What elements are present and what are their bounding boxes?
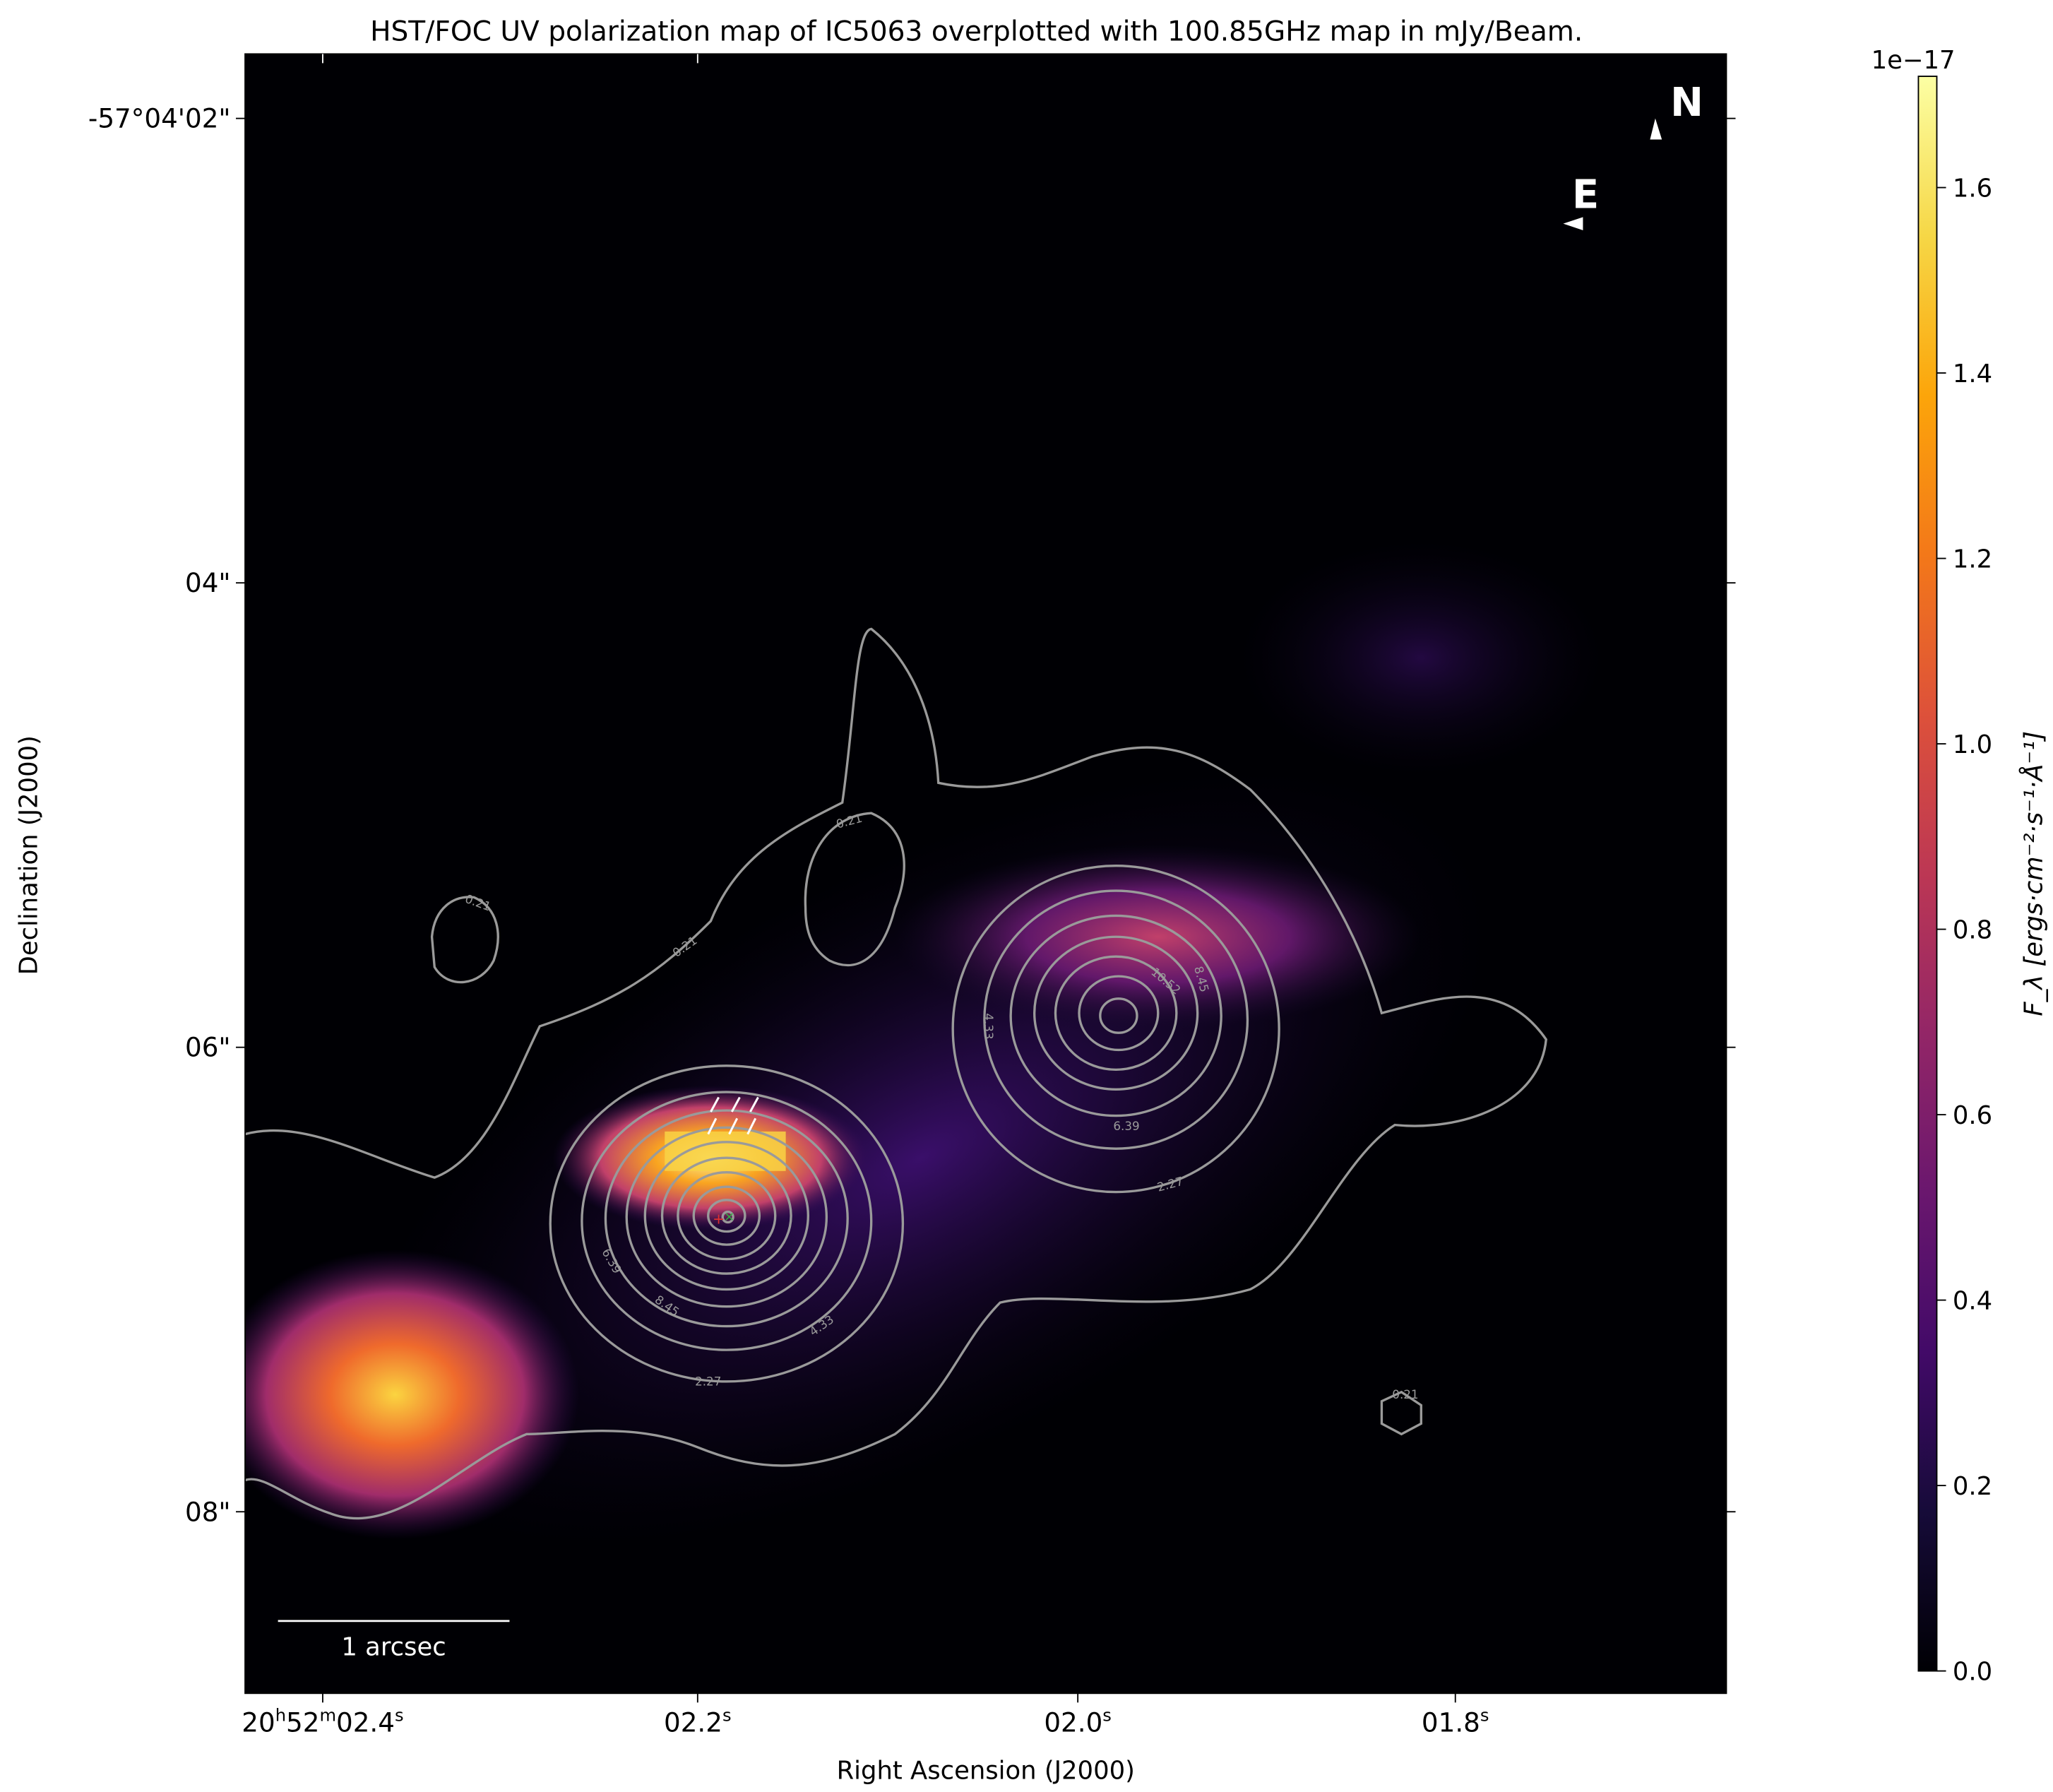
colorbar-tick-label: 0.8 bbox=[1953, 916, 1992, 945]
colorbar-tick-label: 0.4 bbox=[1953, 1287, 1992, 1316]
north-arrow-icon bbox=[1650, 118, 1662, 140]
colorbar-tick-label: 1.6 bbox=[1953, 174, 1992, 203]
colorbar-label: F_λ [ergs·cm⁻²·s⁻¹·Å⁻¹] bbox=[2018, 731, 2049, 1016]
colorbar-tick-label: 0.2 bbox=[1953, 1472, 1992, 1501]
plot-frame bbox=[244, 53, 1727, 1695]
y-tick-labels: -57°04'02" 04" 06" 08" bbox=[88, 103, 231, 1528]
colorbar-tick-label: 1.4 bbox=[1953, 360, 1992, 388]
polarization-vectors bbox=[707, 1096, 759, 1135]
colorbar: 1e−17 0.0 0.2 0.4 0.6 0.8 1.0 1.2 1.4 1.6 F_λ [e… bbox=[1871, 46, 2049, 1687]
emission-east-lobe bbox=[245, 1250, 580, 1540]
x-tick-label: 02.2s bbox=[664, 1705, 732, 1738]
contour-0.21-outer bbox=[245, 627, 1547, 1520]
x-tick-label: 01.8s bbox=[1422, 1705, 1489, 1738]
colorbar-tick-label: 0.6 bbox=[1953, 1101, 1992, 1130]
compass: N E bbox=[1563, 80, 1703, 230]
compass-north: N bbox=[1670, 80, 1703, 126]
contour-label: 0.21 bbox=[1392, 1387, 1418, 1401]
contour-label: 6.39 bbox=[1113, 1119, 1139, 1133]
contours-nucleus bbox=[549, 1064, 905, 1383]
y-tick-label: -57°04'02" bbox=[88, 103, 231, 134]
contour-label: 2.27 bbox=[695, 1374, 721, 1388]
contours-west bbox=[951, 864, 1280, 1194]
y-tick-label: 08" bbox=[185, 1496, 231, 1527]
emission-west-knot bbox=[895, 844, 1422, 1029]
nucleus-marker-green: × bbox=[724, 1210, 735, 1225]
y-tick-label: 04" bbox=[185, 567, 231, 598]
contours bbox=[245, 627, 1547, 1520]
scale-bar: 1 arcsec bbox=[278, 1620, 510, 1661]
plot-area: 0.21 0.21 0.21 0.21 2.27 2.27 4.33 4.33 … bbox=[245, 54, 1727, 1694]
compass-east: E bbox=[1572, 172, 1599, 218]
scale-bar-label: 1 arcsec bbox=[341, 1632, 446, 1661]
contour-label: 4.33 bbox=[982, 1013, 996, 1039]
contour-0.21-small-c bbox=[1380, 1390, 1422, 1436]
x-tick-label: 20h52m02.4s bbox=[242, 1705, 403, 1738]
emission-faint-ne bbox=[1237, 539, 1606, 776]
y-tick-label: 06" bbox=[185, 1032, 231, 1063]
y-axis bbox=[236, 117, 1736, 1513]
colorbar-ticks: 0.0 0.2 0.4 0.6 0.8 1.0 1.2 1.4 1.6 bbox=[1936, 174, 1992, 1687]
colorbar-tick-label: 1.2 bbox=[1953, 545, 1992, 574]
y-axis-label: Declination (J2000) bbox=[15, 735, 44, 975]
x-axis-label: Right Ascension (J2000) bbox=[837, 1756, 1135, 1785]
x-tick-label: 02.0s bbox=[1044, 1705, 1112, 1738]
colorbar-gradient bbox=[1917, 76, 1938, 1672]
contour-0.21-small-a bbox=[804, 812, 905, 967]
colorbar-tick-label: 0.0 bbox=[1953, 1658, 1992, 1687]
x-tick-labels: 20h52m02.4s 02.2s 02.0s 01.8s bbox=[242, 1705, 1489, 1738]
chart-title: HST/FOC UV polarization map of IC5063 ov… bbox=[370, 16, 1583, 48]
east-arrow-icon bbox=[1563, 217, 1583, 230]
x-axis bbox=[322, 54, 1456, 1703]
colorbar-offset: 1e−17 bbox=[1871, 46, 1956, 75]
nucleus-marker-red: + bbox=[713, 1210, 725, 1227]
contour-0.21-small-b bbox=[430, 896, 499, 984]
colorbar-tick-label: 1.0 bbox=[1953, 730, 1992, 759]
